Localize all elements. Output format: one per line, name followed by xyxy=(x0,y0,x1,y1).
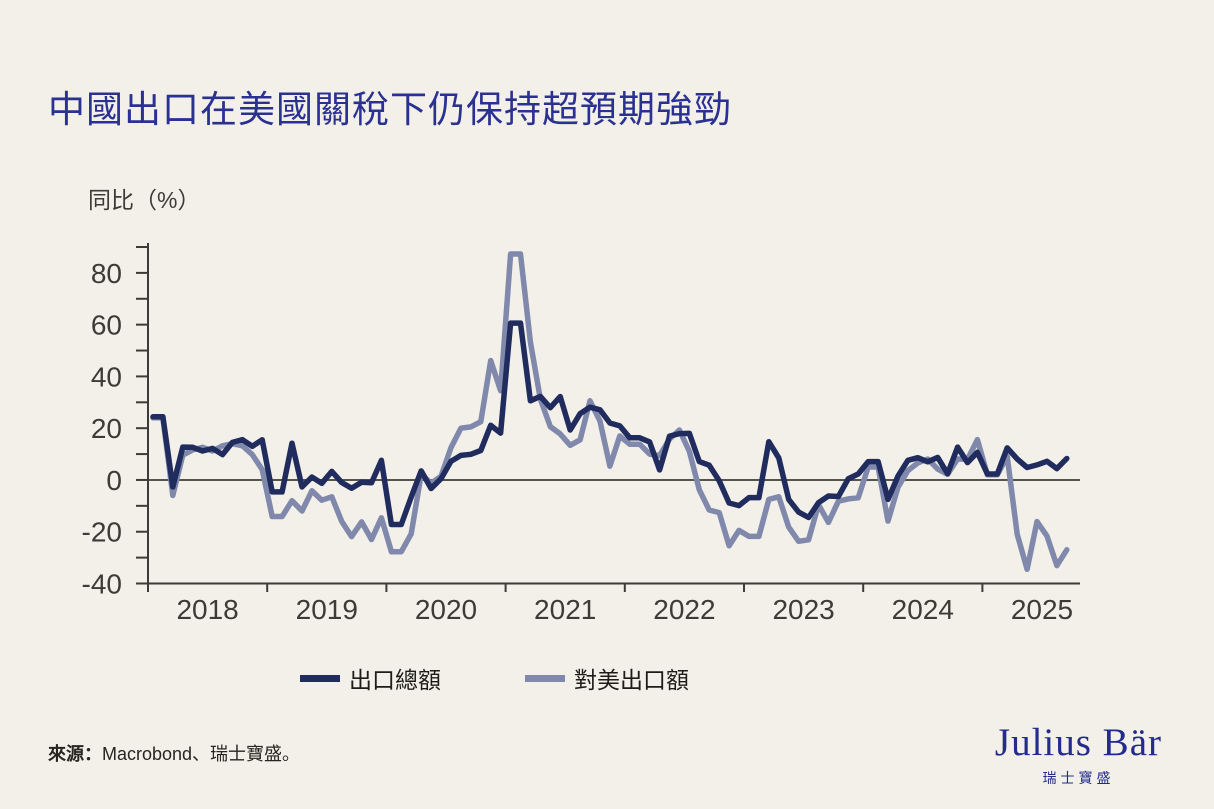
x-tick-label: 2021 xyxy=(534,594,596,625)
legend-swatch-total-exports xyxy=(300,674,340,682)
y-tick-label: 20 xyxy=(91,413,122,444)
logo-chinese-name: 瑞士寶盛 xyxy=(1042,769,1115,786)
x-tick-label: 2025 xyxy=(1011,594,1073,625)
y-tick-label: -40 xyxy=(82,569,122,600)
x-tick-label: 2022 xyxy=(653,594,715,625)
chart-title: 中國出口在美國關稅下仍保持超預期強勁 xyxy=(48,88,732,130)
chart-legend: 出口總額 對美出口額 xyxy=(300,661,689,695)
y-tick-label: 0 xyxy=(106,465,122,496)
y-tick-label: 60 xyxy=(91,310,122,341)
x-tick-label: 2023 xyxy=(772,594,834,625)
legend-label-total-exports: 出口總額 xyxy=(349,667,441,693)
legend-item-us-exports: 對美出口額 xyxy=(525,661,689,695)
y-axis-unit-label: 同比（%） xyxy=(88,187,201,213)
x-tick-label: 2024 xyxy=(892,594,954,625)
y-tick-label: -20 xyxy=(82,517,122,548)
x-tick-label: 2018 xyxy=(176,594,238,625)
y-tick-label: 80 xyxy=(91,258,122,289)
legend-label-us-exports: 對美出口額 xyxy=(574,667,689,693)
axes xyxy=(136,243,1080,592)
legend-item-total-exports: 出口總額 xyxy=(300,661,441,695)
source-text: Macrobond、瑞士寶盛。 xyxy=(102,744,301,764)
legend-swatch-us-exports xyxy=(525,674,565,682)
source-note: 來源：Macrobond、瑞士寶盛。 xyxy=(48,740,300,766)
axis-labels: -40 -20 0 20 40 60 80 2018 2019 2020 2021 2022 2023 2… xyxy=(82,258,1074,625)
logo-wordmark: Julius Bär xyxy=(994,721,1162,764)
y-tick-label: 40 xyxy=(91,361,122,392)
x-tick-label: 2019 xyxy=(296,594,358,625)
x-tick-label: 2020 xyxy=(415,594,477,625)
source-prefix: 來源： xyxy=(48,744,102,764)
julius-baer-logo: Julius Bär 瑞士寶盛 xyxy=(994,721,1162,788)
us-exports-line xyxy=(150,251,1070,573)
total-exports-line xyxy=(150,320,1070,528)
